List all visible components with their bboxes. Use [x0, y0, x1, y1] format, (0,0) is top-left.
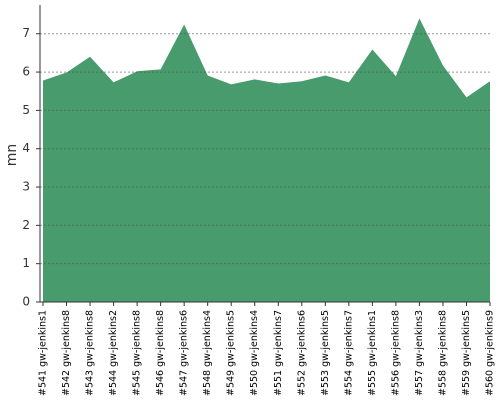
area [43, 18, 490, 302]
x-tick-label: #558 gw-jenkins8 [437, 310, 448, 396]
x-tick-label: #554 gw-jenkins7 [343, 310, 354, 396]
y-tick-label: 0 [22, 295, 30, 309]
y-tick-label: 3 [22, 180, 30, 194]
x-tick-label: #544 gw-jenkins2 [108, 310, 119, 396]
x-tick-label: #556 gw-jenkins8 [390, 310, 401, 396]
x-tick-label: #543 gw-jenkins8 [85, 310, 96, 396]
x-tick-label: #547 gw-jenkins6 [179, 310, 190, 396]
y-tick-label: 2 [22, 218, 30, 232]
x-tick-label: #560 gw-jenkins9 [485, 310, 496, 396]
y-axis-label: mn [4, 144, 20, 167]
y-tick-label: 6 [22, 65, 30, 79]
y-tick-label: 4 [22, 141, 30, 155]
x-tick-label: #549 gw-jenkins5 [226, 310, 237, 396]
x-tick-label: #559 gw-jenkins5 [461, 310, 472, 396]
x-tick-label: #541 gw-jenkins1 [38, 310, 49, 396]
x-tick-label: #557 gw-jenkins3 [414, 310, 425, 396]
y-tick-label: 1 [22, 256, 30, 270]
x-tick-label: #546 gw-jenkins8 [155, 310, 166, 396]
x-tick-label: #555 gw-jenkins1 [367, 310, 378, 396]
x-tick-label: #551 gw-jenkins7 [273, 310, 284, 396]
y-tick-label: 7 [22, 26, 30, 40]
x-tick-label: #548 gw-jenkins4 [202, 310, 213, 396]
x-tick-label: #553 gw-jenkins5 [320, 310, 331, 396]
x-tick-label: #552 gw-jenkins6 [296, 310, 307, 396]
y-tick-label: 5 [22, 103, 30, 117]
x-tick-label: #550 gw-jenkins4 [249, 310, 260, 396]
x-tick-label: #542 gw-jenkins8 [61, 310, 72, 396]
x-tick-label: #545 gw-jenkins8 [132, 310, 143, 396]
